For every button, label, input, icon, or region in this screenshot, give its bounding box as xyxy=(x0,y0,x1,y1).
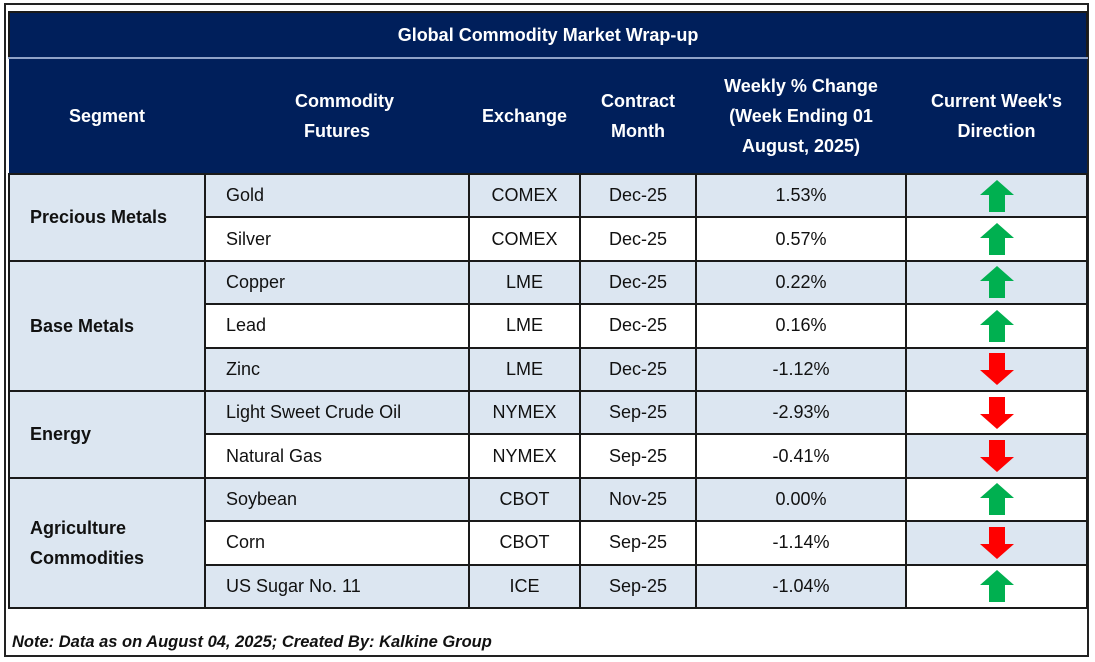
direction-cell xyxy=(904,563,1089,609)
arrow-down-icon xyxy=(979,526,1014,559)
direction-cell xyxy=(904,389,1089,436)
direction-cell xyxy=(904,259,1089,306)
table-row: Silver COMEX Dec-25 0.57% xyxy=(9,216,1089,262)
weekly-change-cell: 0.16% xyxy=(695,303,907,349)
contract-month-cell: Nov-25 xyxy=(579,476,697,523)
exchange-cell: NYMEX xyxy=(468,433,581,479)
header-weekly-change: Weekly % Change (Week Ending 01 August, … xyxy=(696,58,906,175)
arrow-up-icon xyxy=(979,266,1014,299)
contract-month-cell: Sep-25 xyxy=(579,389,697,436)
weekly-change-cell: -1.12% xyxy=(695,346,907,392)
exchange-cell: LME xyxy=(468,346,581,392)
table-row: Agriculture Commodities Soybean CBOT Nov-25… xyxy=(8,476,1089,609)
exchange-cell: CBOT xyxy=(468,520,581,566)
table-row: Energy Light Sweet Crude Oil NYMEX Sep-25 -2… xyxy=(8,389,1089,479)
weekly-change-cell: 1.53% xyxy=(695,172,907,219)
segment-cell: Base Metals xyxy=(8,259,206,392)
weekly-change-cell: 0.57% xyxy=(695,216,907,262)
commodity-cell: Natural Gas xyxy=(204,433,470,479)
commodity-cell: Light Sweet Crude Oil xyxy=(204,389,470,436)
header-commodity: Commodity Futures xyxy=(205,58,469,175)
direction-cell xyxy=(904,303,1089,349)
header-exchange: Exchange xyxy=(469,58,580,175)
commodity-cell: Lead xyxy=(204,303,470,349)
table-row: Base Metals Copper LME Dec-25 0.22% xyxy=(8,259,1089,392)
arrow-down-icon xyxy=(979,353,1014,386)
commodity-cell: Silver xyxy=(204,216,470,262)
table-row: Precious Metals Gold COMEX Dec-25 1.53% xyxy=(8,172,1089,262)
commodity-cell: Soybean xyxy=(204,476,470,523)
header-segment: Segment xyxy=(9,58,205,175)
outer-frame xyxy=(4,3,1089,657)
table-row: Lead LME Dec-25 0.16% xyxy=(9,303,1089,349)
exchange-cell: ICE xyxy=(468,563,581,609)
weekly-change-cell: 0.00% xyxy=(695,476,907,523)
direction-cell xyxy=(904,346,1089,392)
commodity-cell: Gold xyxy=(204,172,470,219)
arrow-up-icon xyxy=(979,223,1014,256)
direction-cell xyxy=(904,172,1089,219)
contract-month-cell: Sep-25 xyxy=(579,563,697,609)
table-row: Zinc LME Dec-25 -1.12% xyxy=(9,346,1089,392)
exchange-cell: NYMEX xyxy=(468,389,581,436)
direction-cell xyxy=(904,520,1089,566)
direction-cell xyxy=(904,433,1089,479)
arrow-up-icon xyxy=(979,483,1014,516)
exchange-cell: CBOT xyxy=(468,476,581,523)
contract-month-cell: Sep-25 xyxy=(579,433,697,479)
segment-cell: Energy xyxy=(8,389,206,479)
direction-cell xyxy=(904,476,1089,523)
direction-cell xyxy=(904,216,1089,262)
weekly-change-cell: -2.93% xyxy=(695,389,907,436)
commodity-cell: US Sugar No. 11 xyxy=(204,563,470,609)
exchange-cell: LME xyxy=(468,303,581,349)
exchange-cell: COMEX xyxy=(468,216,581,262)
contract-month-cell: Sep-25 xyxy=(579,520,697,566)
segment-cell: Agriculture Commodities xyxy=(8,476,206,609)
contract-month-cell: Dec-25 xyxy=(579,172,697,219)
weekly-change-cell: 0.22% xyxy=(695,259,907,306)
arrow-up-icon xyxy=(979,570,1014,603)
weekly-change-cell: -1.14% xyxy=(695,520,907,566)
commodity-cell: Copper xyxy=(204,259,470,306)
arrow-up-icon xyxy=(979,309,1014,342)
weekly-change-cell: -1.04% xyxy=(695,563,907,609)
weekly-change-cell: -0.41% xyxy=(695,433,907,479)
commodity-cell: Corn xyxy=(204,520,470,566)
contract-month-cell: Dec-25 xyxy=(579,303,697,349)
exchange-cell: COMEX xyxy=(468,172,581,219)
contract-month-cell: Dec-25 xyxy=(579,259,697,306)
commodity-cell: Zinc xyxy=(204,346,470,392)
footnote: Note: Data as on August 04, 2025; Create… xyxy=(12,633,492,651)
arrow-up-icon xyxy=(979,179,1014,212)
commodity-table: Global Commodity Market Wrap-up Segment … xyxy=(7,11,1089,609)
contract-month-cell: Dec-25 xyxy=(579,346,697,392)
contract-month-cell: Dec-25 xyxy=(579,216,697,262)
table-row: US Sugar No. 11 ICE Sep-25 -1.04% xyxy=(9,563,1089,609)
header-contract-month: Contract Month xyxy=(580,58,696,175)
arrow-down-icon xyxy=(979,440,1014,473)
table-row: Corn CBOT Sep-25 -1.14% xyxy=(9,520,1089,566)
arrow-down-icon xyxy=(979,396,1014,429)
header-direction: Current Week's Direction xyxy=(906,58,1088,175)
table-row: Natural Gas NYMEX Sep-25 -0.41% xyxy=(9,433,1089,479)
exchange-cell: LME xyxy=(468,259,581,306)
segment-cell: Precious Metals xyxy=(8,173,206,262)
table-title: Global Commodity Market Wrap-up xyxy=(7,11,1089,59)
